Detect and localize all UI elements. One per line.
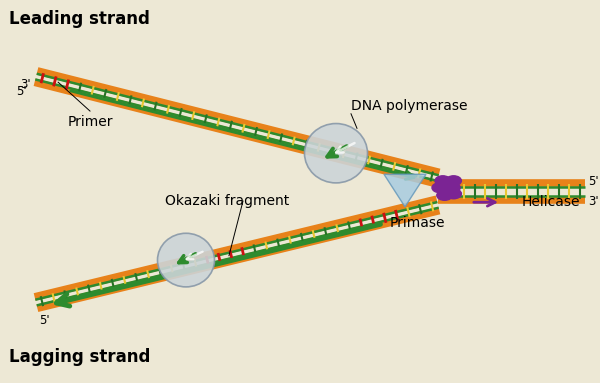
Text: 3': 3' <box>588 195 599 208</box>
Circle shape <box>432 183 448 193</box>
Text: 3': 3' <box>20 78 31 91</box>
Text: 5': 5' <box>588 175 599 188</box>
Text: Helicase: Helicase <box>522 195 581 209</box>
Circle shape <box>445 183 460 193</box>
Text: 5': 5' <box>16 85 27 98</box>
Text: Primase: Primase <box>389 216 445 231</box>
Text: DNA polymerase: DNA polymerase <box>351 99 467 113</box>
Text: Okazaki fragment: Okazaki fragment <box>165 194 289 208</box>
Text: Primer: Primer <box>67 115 113 129</box>
Text: Lagging strand: Lagging strand <box>9 348 151 366</box>
Circle shape <box>446 189 461 199</box>
Circle shape <box>435 176 451 186</box>
Ellipse shape <box>305 124 368 183</box>
Ellipse shape <box>157 233 215 287</box>
Polygon shape <box>384 174 426 207</box>
Circle shape <box>437 190 452 200</box>
Circle shape <box>446 176 461 186</box>
Text: Leading strand: Leading strand <box>9 10 150 28</box>
Text: 5': 5' <box>39 314 50 327</box>
